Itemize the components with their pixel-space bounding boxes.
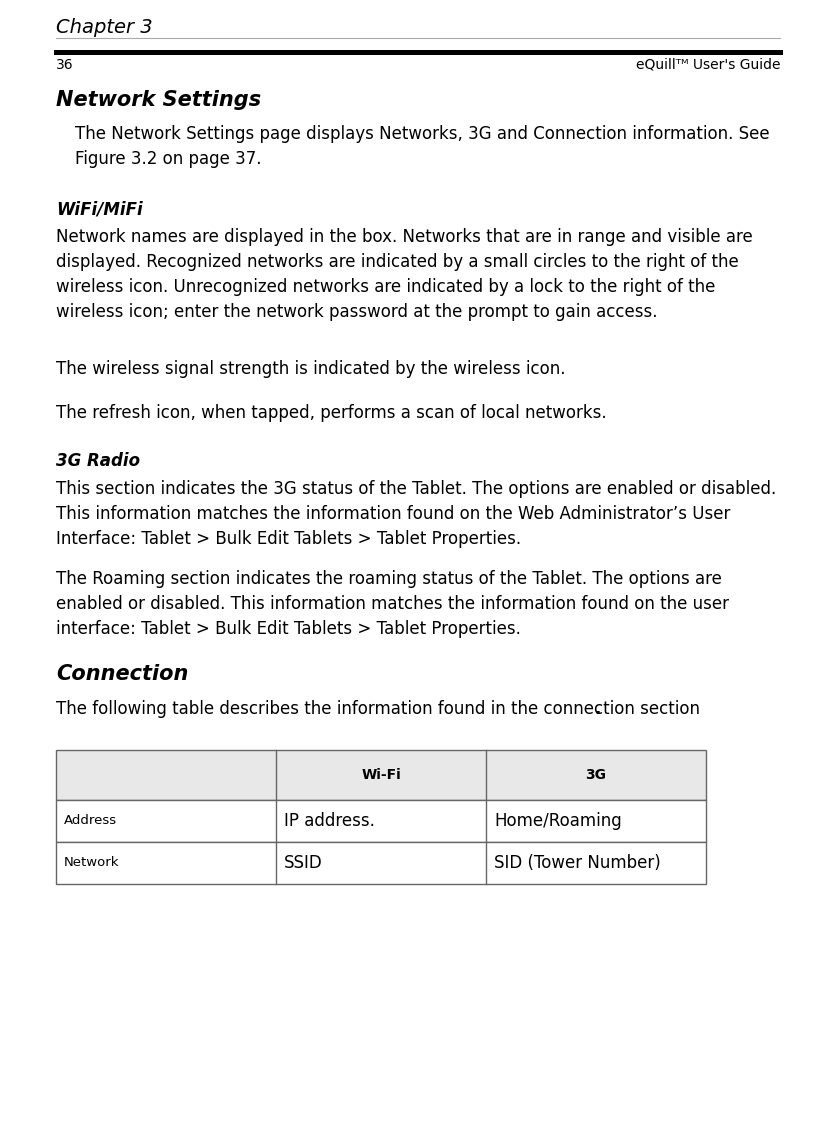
Text: .: . xyxy=(594,700,600,718)
Text: Network names are displayed in the box. Networks that are in range and visible a: Network names are displayed in the box. … xyxy=(56,228,753,321)
Text: Network: Network xyxy=(64,857,120,869)
Text: The Network Settings page displays Networks, 3G and Connection information. See
: The Network Settings page displays Netwo… xyxy=(75,125,769,168)
Text: Home/Roaming: Home/Roaming xyxy=(494,812,622,831)
Text: Chapter 3: Chapter 3 xyxy=(56,18,153,37)
Text: eQuillᵀᴹ User's Guide: eQuillᵀᴹ User's Guide xyxy=(636,58,780,72)
Text: Network Settings: Network Settings xyxy=(56,90,261,110)
Text: The Roaming section indicates the roaming status of the Tablet. The options are
: The Roaming section indicates the roamin… xyxy=(56,570,729,638)
Text: The following table describes the information found in the connection section: The following table describes the inform… xyxy=(56,700,700,718)
Bar xyxy=(56,800,706,842)
Text: 36: 36 xyxy=(56,58,74,72)
Text: The refresh icon, when tapped, performs a scan of local networks.: The refresh icon, when tapped, performs … xyxy=(56,404,607,422)
Text: 3G Radio: 3G Radio xyxy=(56,452,140,470)
Text: Wi-Fi: Wi-Fi xyxy=(361,768,401,782)
Text: Address: Address xyxy=(64,815,117,827)
Text: The wireless signal strength is indicated by the wireless icon.: The wireless signal strength is indicate… xyxy=(56,360,565,378)
Text: Connection: Connection xyxy=(56,664,188,684)
Text: SSID: SSID xyxy=(284,855,323,872)
Bar xyxy=(56,842,706,884)
Text: IP address.: IP address. xyxy=(284,812,375,831)
Text: WiFi/MiFi: WiFi/MiFi xyxy=(56,200,143,219)
Text: 3G: 3G xyxy=(585,768,607,782)
Text: This section indicates the 3G status of the Tablet. The options are enabled or d: This section indicates the 3G status of … xyxy=(56,480,776,548)
Bar xyxy=(56,750,706,800)
Text: SID (Tower Number): SID (Tower Number) xyxy=(494,855,661,872)
